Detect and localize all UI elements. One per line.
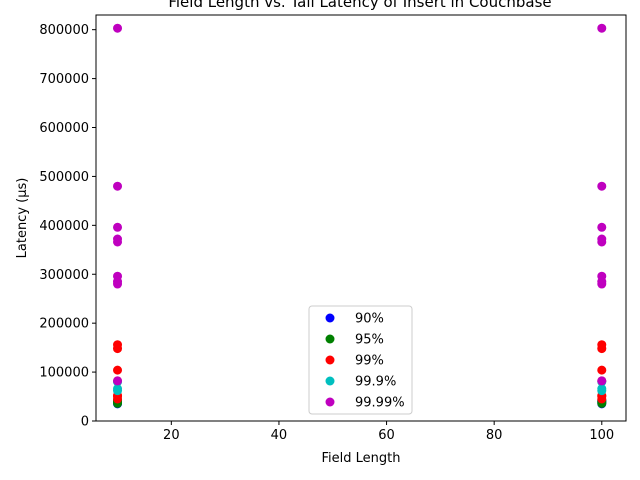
data-point (597, 376, 607, 386)
data-point (597, 271, 607, 281)
data-point (113, 384, 123, 394)
points-layer (113, 23, 607, 409)
data-point (113, 222, 123, 232)
legend-marker (325, 376, 335, 386)
legend-label: 95% (355, 333, 384, 348)
x-tick-label: 100 (589, 428, 614, 443)
data-point (597, 23, 607, 33)
legend-marker (325, 397, 335, 407)
y-tick-label: 300000 (39, 268, 89, 283)
data-point (113, 234, 123, 244)
x-tick-label: 60 (378, 428, 395, 443)
data-point (597, 234, 607, 244)
data-point (113, 23, 123, 33)
y-tick-label: 400000 (39, 219, 89, 234)
y-axis-label: Latency (µs) (15, 178, 30, 259)
x-tick-label: 80 (486, 428, 503, 443)
data-point (113, 340, 123, 350)
data-point (113, 271, 123, 281)
legend-label: 99.99% (355, 396, 405, 411)
y-tick-label: 800000 (39, 23, 89, 38)
data-point (113, 181, 123, 191)
data-point (597, 222, 607, 232)
data-point (113, 376, 123, 386)
x-tick-label: 40 (271, 428, 288, 443)
y-tick-label: 600000 (39, 121, 89, 136)
y-tick-label: 0 (81, 415, 89, 430)
legend: 90% 95% 99% 99.9% 99.99% (308, 305, 413, 415)
legend-marker (325, 313, 335, 323)
chart-title: Field Length vs. Tail Latency of Insert … (168, 0, 551, 11)
x-tick-label: 20 (163, 428, 180, 443)
x-axis-label: Field Length (322, 451, 401, 466)
y-tick-label: 500000 (39, 170, 89, 185)
data-point (597, 384, 607, 394)
y-axis-ticks: 0 100000 200000 300000 400000 500000 600000 700… (39, 23, 96, 430)
legend-items: 90% 95% 99% 99.9% 99.99% (325, 312, 405, 411)
y-tick-label: 200000 (39, 317, 89, 332)
legend-frame (308, 305, 413, 415)
legend-marker (325, 355, 335, 365)
data-point (597, 340, 607, 350)
y-tick-label: 700000 (39, 72, 89, 87)
legend-label: 90% (355, 312, 384, 327)
plot-frame (95, 14, 627, 422)
data-point (597, 365, 607, 375)
legend-label: 99.9% (355, 375, 396, 390)
legend-marker (325, 334, 335, 344)
x-axis-ticks: 20 40 60 80 100 (163, 421, 614, 443)
data-point (113, 365, 123, 375)
y-tick-label: 100000 (39, 366, 89, 381)
legend-label: 99% (355, 354, 384, 369)
data-point (597, 181, 607, 191)
